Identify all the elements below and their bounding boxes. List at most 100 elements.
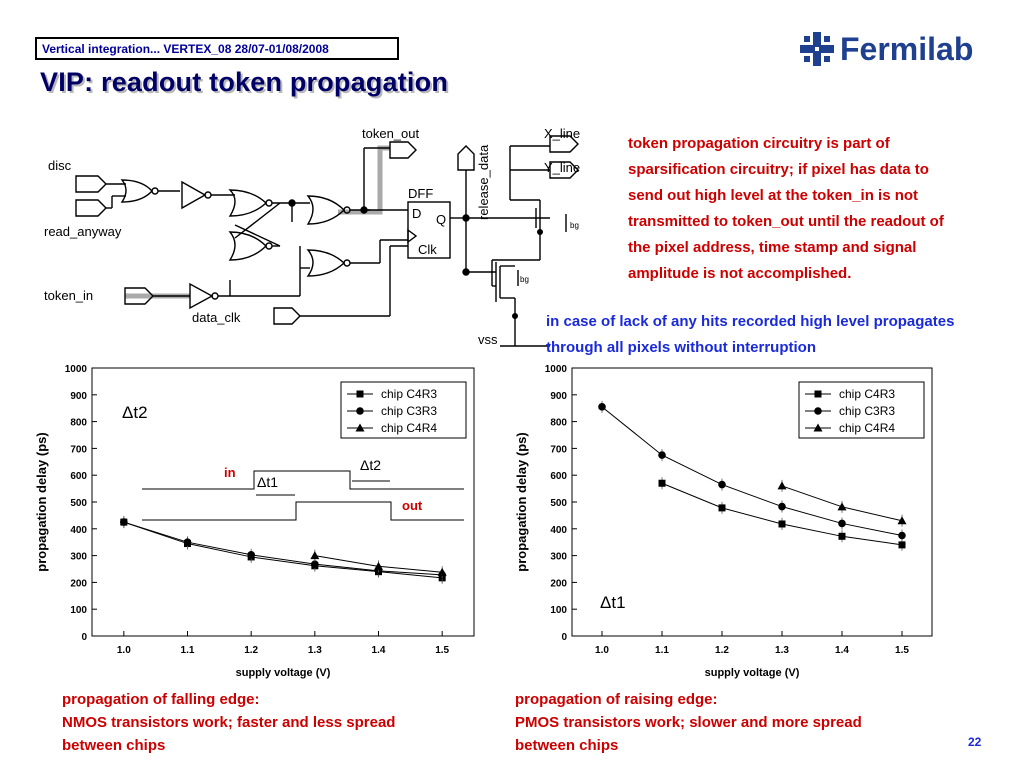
x-tick-label: 1.4 <box>372 645 386 656</box>
y-tick-label: 300 <box>550 552 567 563</box>
y-tick-label: 200 <box>550 578 567 589</box>
schematic-label-bg-1: bg <box>570 221 579 230</box>
schematic-label-vss: vss <box>478 332 498 347</box>
y-tick-label: 300 <box>70 552 87 563</box>
y-tick-label: 500 <box>70 498 87 509</box>
y-tick-label: 800 <box>550 418 567 429</box>
x-tick-label: 1.2 <box>244 645 258 656</box>
y-tick-label: 700 <box>70 444 87 455</box>
x-tick-label: 1.3 <box>775 645 789 656</box>
data-point <box>658 451 666 459</box>
caption-left-line-3: between chips <box>62 737 166 754</box>
y-tick-label: 900 <box>70 391 87 402</box>
schematic-label-disc: disc <box>48 158 72 173</box>
y-tick-label: 0 <box>81 632 87 643</box>
series-line <box>123 521 443 576</box>
schematic-label-x-line: X_line <box>544 126 580 141</box>
series-line <box>123 521 443 579</box>
legend-marker <box>814 407 822 415</box>
caption-left-line-2: NMOS transistors work; faster and less s… <box>62 714 396 731</box>
data-point <box>838 532 846 540</box>
series-line <box>601 406 903 536</box>
x-tick-label: 1.0 <box>595 645 609 656</box>
legend-marker <box>356 407 364 415</box>
data-point <box>718 480 726 489</box>
legend-marker <box>814 390 822 398</box>
x-tick-label: 1.0 <box>117 645 131 656</box>
y-tick-label: 400 <box>70 525 87 536</box>
data-point <box>837 502 847 511</box>
y-tick-label: 800 <box>70 418 87 429</box>
y-axis-label: propagation delay (ps) <box>34 432 49 571</box>
data-point <box>598 403 606 411</box>
conference-header: Vertical integration... VERTEX_08 28/07-… <box>35 37 399 60</box>
chart-falling-edge: 0 100 200 300 400 500 600 700 800 900 1000 1.0 1.1 1.… <box>34 364 475 679</box>
data-point <box>718 504 726 512</box>
fermilab-logo-text: Fermilab <box>840 30 974 67</box>
y-tick-label: 600 <box>550 471 567 482</box>
caption-falling-edge: propagation of falling edge: NMOS transi… <box>62 688 395 757</box>
caption-left-line-1: propagation of falling edge: <box>62 691 260 708</box>
legend-label: chip C4R4 <box>381 421 437 435</box>
legend-label: chip C3R3 <box>839 404 895 418</box>
out-waveform <box>142 501 464 521</box>
legend-label: chip C4R4 <box>839 421 895 435</box>
caption-raising-edge: propagation of raising edge: PMOS transi… <box>515 688 862 757</box>
schematic-label-data-clk: data_clk <box>192 310 241 325</box>
token-description-note: token propagation circuitry is part of s… <box>628 135 944 282</box>
data-point <box>838 519 846 528</box>
data-point <box>898 541 906 549</box>
data-point <box>374 561 383 570</box>
schematic-label-release-data: release_data <box>476 144 491 220</box>
x-axis-label: supply voltage (V) <box>705 667 800 679</box>
data-point <box>778 520 786 528</box>
token-propagation-schematic: disc read_anyway token_in data_clk token… <box>44 126 580 347</box>
schematic-label-dff-clk: Clk <box>418 242 437 257</box>
schematic-label-dff-q: Q <box>436 212 446 227</box>
data-point <box>310 551 320 560</box>
legend-label: chip C4R3 <box>381 387 437 401</box>
y-tick-label: 900 <box>550 391 567 402</box>
y-tick-label: 400 <box>550 525 567 536</box>
inset-label-t2: Δt2 <box>360 457 381 473</box>
delta-annotation: Δt1 <box>600 593 626 612</box>
y-tick-label: 100 <box>70 605 87 616</box>
y-tick-label: 200 <box>70 578 87 589</box>
schematic-label-dff: DFF <box>408 186 433 201</box>
legend-marker <box>356 390 364 398</box>
data-point <box>897 516 907 525</box>
caption-right-line-1: propagation of raising edge: <box>515 691 718 708</box>
schematic-label-bg-2: bg <box>520 275 529 284</box>
inset-label-in: in <box>224 465 236 480</box>
in-waveform <box>142 470 464 490</box>
x-tick-label: 1.2 <box>715 645 729 656</box>
x-tick-label: 1.1 <box>181 645 195 656</box>
data-point <box>311 560 319 568</box>
schematic-label-y-line: Y_line <box>544 160 580 175</box>
data-point <box>120 518 128 526</box>
x-tick-label: 1.5 <box>435 645 449 656</box>
page-number: 22 <box>968 735 982 749</box>
series-line <box>661 482 903 546</box>
y-tick-label: 500 <box>550 498 567 509</box>
x-axis-label: supply voltage (V) <box>236 667 331 679</box>
legend-label: chip C3R3 <box>381 404 437 418</box>
data-point <box>183 538 192 546</box>
schematic-label-dff-d: D <box>412 206 421 221</box>
slide-title: VIP: readout token propagation <box>40 67 449 97</box>
data-point <box>437 567 447 576</box>
y-tick-label: 600 <box>70 471 87 482</box>
x-tick-label: 1.4 <box>835 645 849 656</box>
data-point <box>898 531 906 540</box>
fermilab-logo: Fermilab <box>800 29 973 69</box>
delta-annotation: Δt2 <box>122 403 148 422</box>
y-tick-label: 100 <box>550 605 567 616</box>
y-tick-label: 1000 <box>545 364 568 375</box>
schematic-label-read-anyway: read_anyway <box>44 224 122 239</box>
caption-right-line-2: PMOS transistors work; slower and more s… <box>515 714 862 731</box>
data-point <box>247 550 255 559</box>
data-point <box>777 481 787 490</box>
y-tick-label: 700 <box>550 444 567 455</box>
legend-label: chip C4R3 <box>839 387 895 401</box>
inset-label-out: out <box>402 498 423 513</box>
